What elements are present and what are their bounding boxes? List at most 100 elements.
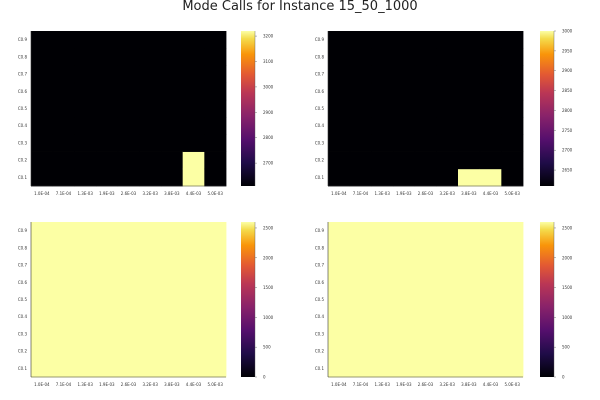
heatmap-cell (328, 222, 351, 240)
heatmap-cell (371, 48, 394, 66)
heatmap-cell (31, 239, 54, 257)
heatmap-cell (501, 308, 524, 326)
colorbar-tick-label: 500 (562, 345, 570, 350)
heatmap-cell (96, 99, 119, 118)
heatmap-cell (479, 359, 502, 378)
heatmap-cell (182, 168, 205, 187)
heatmap-cell (117, 151, 140, 170)
colorbar-tick-label: 2700 (263, 161, 274, 166)
y-tick-label: C0.1 (315, 175, 325, 180)
heatmap-cell (139, 99, 162, 118)
y-tick-label: C0.9 (18, 37, 28, 42)
heatmap-cell (501, 273, 524, 292)
heatmap-cell (414, 290, 437, 309)
heatmap-cell (349, 222, 372, 240)
heatmap-cell (31, 256, 54, 275)
heatmap-cell (349, 239, 372, 257)
heatmap-cell (74, 273, 97, 292)
heatmap-cell (371, 117, 394, 135)
heatmap-cell (96, 325, 119, 343)
colorbar (540, 31, 554, 186)
x-tick-label: 7.1E-04 (353, 382, 369, 387)
heatmap-cell (328, 99, 351, 118)
heatmap-cell (117, 31, 140, 49)
y-tick-label: C0.5 (315, 106, 325, 111)
colorbar-tick-label: 2500 (263, 225, 274, 230)
heatmap-cell (182, 273, 205, 292)
heatmap-cell (349, 99, 372, 118)
heatmap-cell (74, 48, 97, 66)
heatmap-cell (436, 168, 459, 187)
y-tick-label: C0.5 (18, 297, 28, 302)
heatmap-cell (204, 48, 227, 66)
heatmap-cell (436, 99, 459, 118)
heatmap-cell (139, 325, 162, 343)
y-tick-label: C0.1 (315, 366, 325, 371)
heatmap-cell (479, 65, 502, 84)
y-tick-label: C0.4 (18, 314, 28, 319)
heatmap-cell (182, 82, 205, 101)
heatmap-cell (139, 256, 162, 275)
heatmap-cell (371, 273, 394, 292)
heatmap-cell (349, 31, 372, 49)
heatmap-cell (96, 239, 119, 257)
heatmap-cell (393, 65, 416, 84)
heatmap-cell (436, 239, 459, 257)
heatmap-cell (52, 168, 75, 187)
x-tick-label: 1.3E-03 (374, 191, 390, 196)
heatmap-cell (161, 168, 184, 187)
heatmap-cell (204, 99, 227, 118)
heatmap-cell (161, 82, 184, 101)
heatmap-cell (52, 82, 75, 101)
heatmap-cell (393, 31, 416, 49)
heatmap-cell (52, 31, 75, 49)
heatmap-cell (371, 325, 394, 343)
heatmap-cell (393, 273, 416, 292)
heatmap-cell (458, 151, 481, 170)
heatmap-cell (204, 151, 227, 170)
heatmap-cell (479, 239, 502, 257)
heatmap-cell (458, 256, 481, 275)
heatmap-cell (458, 325, 481, 343)
heatmap-cell (414, 308, 437, 326)
y-tick-label: C0.8 (18, 245, 28, 250)
heatmap-cell (161, 325, 184, 343)
heatmap-cell (436, 117, 459, 135)
heatmap-cell (52, 308, 75, 326)
x-tick-label: 2.6E-03 (121, 191, 137, 196)
heatmap-cell (349, 308, 372, 326)
colorbar-tick-label: 1500 (562, 285, 573, 290)
heatmap-cell (393, 222, 416, 240)
heatmap-cell (139, 222, 162, 240)
heatmap-cell (96, 256, 119, 275)
heatmap-cell (31, 82, 54, 101)
heatmap-cell (74, 308, 97, 326)
heatmap-cell (117, 359, 140, 378)
heatmap-cell (328, 151, 351, 170)
x-tick-label: 3.2E-03 (142, 382, 158, 387)
heatmap-cell (393, 151, 416, 170)
heatmap-cell (74, 65, 97, 84)
heatmap-cell (414, 82, 437, 101)
heatmap-cell (349, 65, 372, 84)
heatmap-cell (501, 290, 524, 309)
y-tick-label: C0.6 (315, 89, 325, 94)
heatmap-panel-3: 1.0E-04 7.1E-04 1.3E-03 1.9E-03 2.6E-03 3.2E-… (18, 222, 274, 387)
heatmap-cell (52, 117, 75, 135)
heatmap-cell (393, 359, 416, 378)
heatmap-cell (74, 134, 97, 152)
y-tick-label: C0.5 (18, 106, 28, 111)
y-tick-label: C0.4 (315, 123, 325, 128)
heatmap-cell (161, 48, 184, 66)
x-tick-label: 1.3E-03 (374, 382, 390, 387)
heatmap-cell (328, 256, 351, 275)
heatmap-cell (117, 325, 140, 343)
heatmap-cell (458, 117, 481, 135)
heatmap-cell (479, 134, 502, 152)
x-tick-label: 1.0E-04 (331, 191, 347, 196)
heatmap-cell (414, 222, 437, 240)
heatmap-cell (74, 290, 97, 309)
heatmap-cell (74, 222, 97, 240)
heatmap-cell (117, 273, 140, 292)
heatmap-cell (139, 82, 162, 101)
